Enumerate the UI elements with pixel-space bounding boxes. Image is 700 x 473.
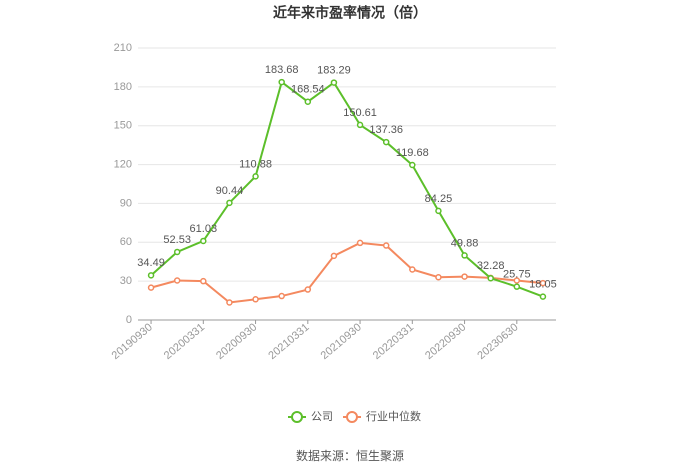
legend-marker xyxy=(291,411,303,423)
data-label: 183.68 xyxy=(265,64,299,76)
point xyxy=(226,199,233,207)
y-tick-label: 60 xyxy=(120,236,132,248)
point xyxy=(330,252,338,260)
point xyxy=(409,161,416,169)
x-tick-label: 20220331 xyxy=(371,321,416,362)
y-tick-label: 150 xyxy=(114,120,132,132)
point xyxy=(147,284,155,291)
data-label: 183.29 xyxy=(317,65,351,77)
point xyxy=(304,286,312,293)
x-tick-label: 20190930 xyxy=(110,321,155,362)
point xyxy=(487,274,494,282)
point xyxy=(278,78,285,86)
data-label: 168.54 xyxy=(291,84,325,96)
y-tick-label: 210 xyxy=(114,42,132,54)
data-label: 119.68 xyxy=(396,147,429,159)
x-tick-label: 20220930 xyxy=(423,321,468,362)
point xyxy=(200,277,207,285)
point xyxy=(252,173,259,180)
x-tick-label: 20200331 xyxy=(162,321,207,362)
x-tick-label: 20230630 xyxy=(475,321,520,362)
point xyxy=(147,272,155,279)
point xyxy=(173,277,181,284)
y-tick-label: 90 xyxy=(120,197,132,209)
data-label: 34.49 xyxy=(137,257,165,269)
point xyxy=(304,98,312,105)
point xyxy=(173,248,181,256)
data-label: 150.61 xyxy=(343,107,377,119)
point xyxy=(330,79,338,86)
point xyxy=(461,252,468,259)
y-tick-label: 180 xyxy=(114,81,132,93)
point xyxy=(226,299,233,306)
point xyxy=(278,292,285,300)
y-tick-label: 0 xyxy=(126,314,132,326)
point xyxy=(539,293,547,300)
legend-label: 公司 xyxy=(311,411,333,423)
data-label: 90.44 xyxy=(216,185,244,197)
x-tick-label: 20200930 xyxy=(214,321,259,362)
data-label: 52.53 xyxy=(163,234,191,246)
point xyxy=(382,242,390,249)
data-label: 61.03 xyxy=(190,223,218,235)
data-label: 49.88 xyxy=(451,237,479,249)
point xyxy=(461,273,468,280)
point xyxy=(252,296,259,303)
data-label: 84.25 xyxy=(425,193,453,205)
x-tick-label: 20210930 xyxy=(319,321,364,362)
y-tick-label: 30 xyxy=(120,275,132,287)
data-label: 137.36 xyxy=(369,124,403,136)
data-label: 110.88 xyxy=(239,158,272,170)
data-label: 25.75 xyxy=(503,269,531,281)
point xyxy=(409,266,416,273)
point xyxy=(513,277,521,284)
data-label: 18.05 xyxy=(529,279,557,291)
y-tick-label: 120 xyxy=(114,158,132,170)
data-label: 32.28 xyxy=(477,260,505,272)
point xyxy=(435,274,442,281)
legend-marker xyxy=(346,411,358,423)
legend-label: 行业中位数 xyxy=(366,409,421,423)
point xyxy=(356,239,364,247)
point xyxy=(539,279,547,287)
point xyxy=(200,237,207,245)
point xyxy=(513,283,521,290)
series-line xyxy=(150,241,544,304)
source: 数据来源：恒生聚源 xyxy=(296,448,404,463)
point xyxy=(435,207,442,215)
point xyxy=(356,121,364,129)
point xyxy=(382,138,390,146)
x-tick-label: 20210331 xyxy=(266,321,311,362)
series-line xyxy=(150,80,544,298)
chart-title: 近年来市盈率情况（倍） xyxy=(273,5,427,21)
